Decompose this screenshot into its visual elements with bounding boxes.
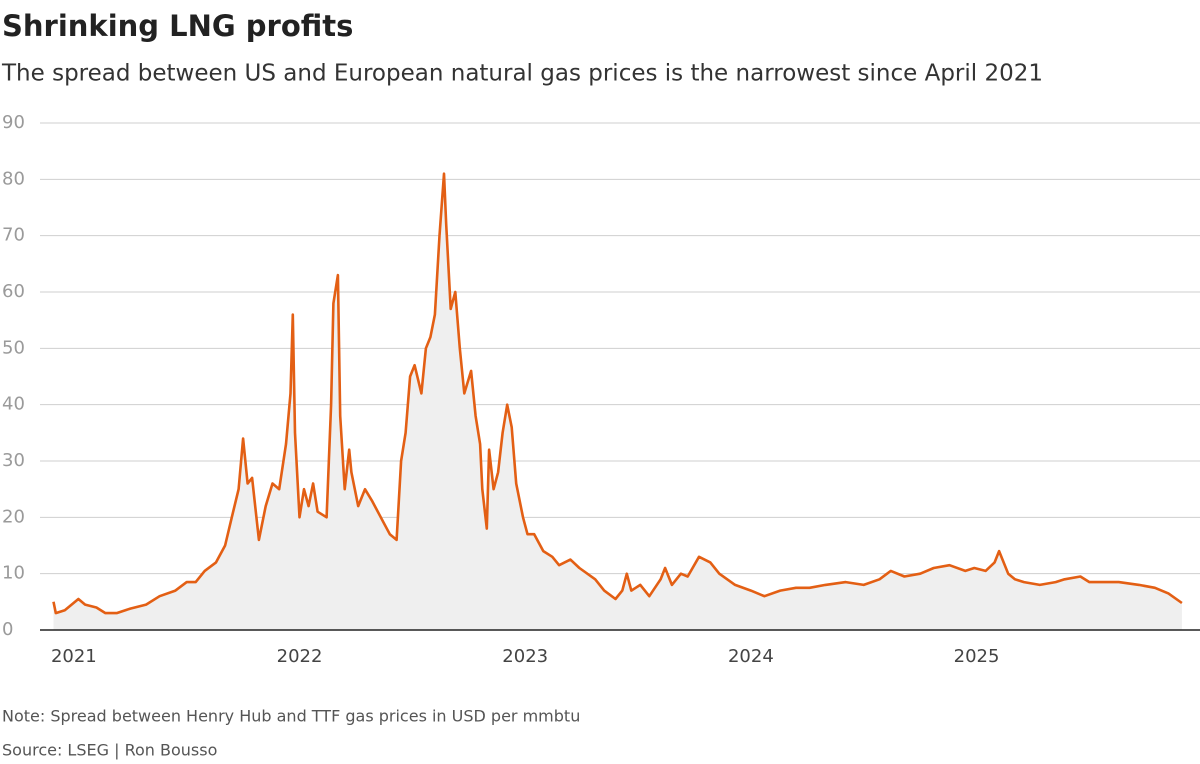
source: Source: LSEG | Ron Bousso <box>2 741 217 760</box>
y-tick-label: 40 <box>2 394 25 415</box>
x-tick-label: 2023 <box>502 646 548 667</box>
line <box>52 172 1183 615</box>
y-tick-label: 20 <box>2 506 25 527</box>
y-tick-label: 90 <box>2 112 25 133</box>
y-tick-label: 80 <box>2 168 25 189</box>
x-tick-label: 2021 <box>51 646 97 667</box>
y-tick-label: 30 <box>2 450 25 471</box>
y-tick-label: 60 <box>2 281 25 302</box>
y-tick-label: 70 <box>2 225 25 246</box>
chart-title: Shrinking LNG profits <box>2 9 353 43</box>
area <box>53 173 1182 630</box>
y-tick-label: 10 <box>2 563 25 584</box>
note: Note: Spread between Henry Hub and TTF g… <box>2 707 580 726</box>
chart-subtitle: The spread between US and European natur… <box>1 61 1043 87</box>
y-tick-label: 0 <box>2 619 13 640</box>
y-tick-label: 50 <box>2 337 25 358</box>
x-tick-label: 2024 <box>728 646 774 667</box>
x-tick-label: 2025 <box>954 646 1000 667</box>
x-tick-label: 2022 <box>277 646 323 667</box>
